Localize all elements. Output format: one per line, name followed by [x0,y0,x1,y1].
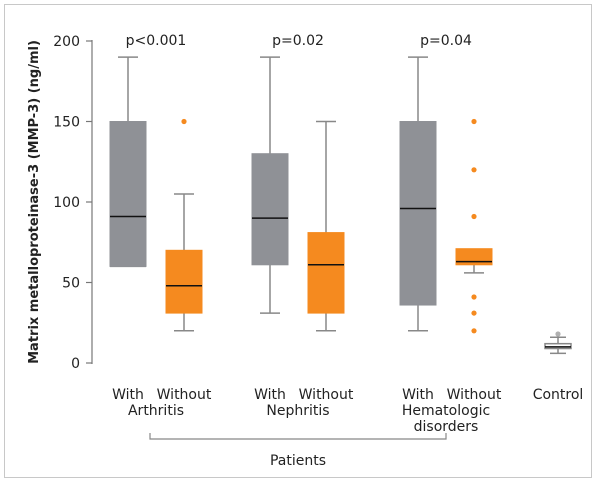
x-tick-label: With [254,387,286,403]
group-label: Nephritis [266,403,329,419]
p-value: p<0.001 [126,33,187,49]
patients-bracket: Patients [149,433,447,469]
outlier-point [471,118,477,125]
box-7 [544,331,572,355]
p-value-labels: p<0.001 p=0.02 p=0.04 [126,33,472,49]
group-bracket-label: Patients [270,453,326,469]
group-label: Hematologic [402,403,490,419]
y-tick-label: 0 [71,356,80,372]
outlier-point [181,118,187,125]
p-value: p=0.04 [420,33,472,49]
x-tick-label: Without [447,387,502,403]
p-value: p=0.02 [272,33,324,49]
x-tick-label: Control [533,387,584,403]
box-3 [251,56,289,314]
box-body [165,249,203,314]
outlier-point [471,213,477,220]
x-tick-label: Without [157,387,212,403]
y-tick-label: 100 [53,195,80,211]
outlier-point [471,310,477,316]
box-body [399,121,437,306]
group-label: disorders [414,419,479,435]
chart-frame [4,4,592,478]
outlier-point [471,328,477,334]
y-tick-label: 200 [53,34,80,50]
box-series [109,56,572,355]
box-body [109,121,147,267]
y-tick-label: 50 [62,276,80,292]
x-tick-label: Without [299,387,354,403]
y-axis-label: Matrix metalloproteinase-3 (MMP-3) (ng/m… [27,40,42,364]
x-axis-labels: With Without With Without With Without Control… [112,387,583,435]
y-axis: 0 50 100 150 200 [53,34,93,372]
box-body [251,153,289,266]
box-5 [399,56,437,332]
y-tick-label: 150 [53,115,80,131]
box-2 [165,118,203,332]
box-6 [455,118,493,334]
outlier-point [555,331,561,337]
box-body [544,342,572,350]
bracket-line [149,433,447,440]
outlier-point [471,167,477,173]
box-4 [307,120,345,332]
x-tick-label: With [112,387,144,403]
box-body [307,232,345,314]
box-body [455,248,493,266]
box-1 [109,56,147,268]
group-label: Arthritis [128,403,184,419]
x-tick-label: With [402,387,434,403]
outlier-point [471,294,477,300]
